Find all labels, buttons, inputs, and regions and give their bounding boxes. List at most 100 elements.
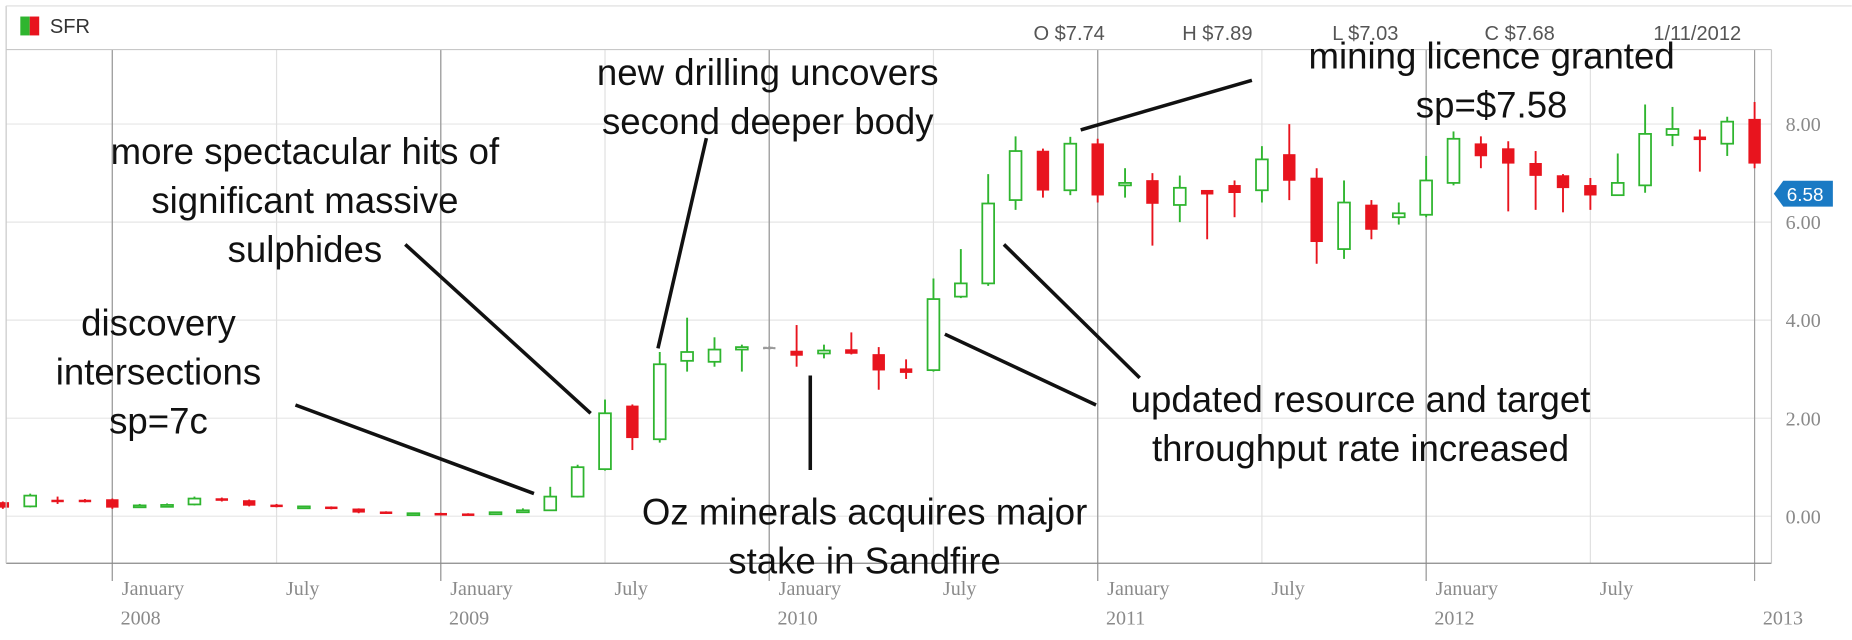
candle-body: [1365, 204, 1378, 230]
candle-body: [297, 505, 311, 510]
candle-body: [570, 466, 585, 498]
candle-body: [1228, 185, 1241, 194]
candle-body: [626, 405, 639, 439]
y-tick-label: 8.00: [1786, 114, 1821, 136]
candle-body: [1556, 175, 1570, 189]
legend-icon-down: [29, 16, 40, 36]
candle-body: [1529, 163, 1542, 176]
candle-body: [215, 498, 229, 501]
candle-body: [1665, 128, 1680, 136]
last-price-tag: [1773, 180, 1833, 207]
x-year-label: 2012: [1434, 608, 1474, 630]
candle-body: [1283, 154, 1296, 181]
candle-body: [1255, 158, 1269, 192]
annotation-text: sp=$7.58: [1416, 84, 1568, 125]
candle-body: [1118, 182, 1132, 187]
candle-body: [488, 511, 503, 516]
candle-body: [51, 499, 64, 503]
high-readout: H $7.89: [1182, 23, 1252, 45]
x-tick-label: July: [286, 578, 319, 600]
annotation-text: significant massive: [151, 180, 458, 221]
low-readout: L $7.03: [1332, 23, 1398, 45]
candle-body: [899, 368, 913, 373]
leader-line: [404, 243, 592, 415]
candle-body: [1036, 150, 1050, 191]
candle-body: [1063, 142, 1078, 192]
candle-body: [543, 495, 558, 512]
leader-line: [1002, 243, 1141, 380]
candle-body: [1446, 137, 1461, 184]
candle-body: [1146, 180, 1159, 204]
x-year-label: 2011: [1106, 608, 1145, 630]
open-readout: O $7.74: [1033, 23, 1104, 45]
candle-body: [1419, 179, 1433, 216]
annotation-text: sp=7c: [109, 400, 208, 441]
labels: 0.00 2.00 4.00 6.00 8.00 January July January Ju…: [56, 35, 1833, 630]
candle-body: [1693, 136, 1707, 141]
candle-body: [242, 500, 256, 506]
candle-body: [1748, 118, 1761, 164]
candle-body: [132, 504, 147, 509]
candle-body: [1337, 201, 1351, 250]
candle-body: [325, 506, 338, 510]
y-tick-label: 0.00: [1786, 506, 1821, 528]
candle-body: [461, 513, 475, 516]
candle-body: [735, 346, 749, 351]
candle-body: [845, 349, 858, 354]
candle-body: [1610, 182, 1625, 197]
candle-body: [652, 363, 667, 441]
candle-body: [926, 298, 941, 372]
candles: [0, 102, 1761, 517]
legend-label: SFR: [50, 16, 90, 38]
x-year-label: 2010: [778, 608, 818, 630]
annotation-text: discovery: [81, 302, 236, 343]
x-tick-label: July: [943, 578, 976, 600]
candle-body: [1502, 148, 1515, 164]
candle-body: [1638, 133, 1652, 187]
x-year-label: 2013: [1763, 608, 1803, 630]
y-tick-label: 6.00: [1786, 212, 1821, 234]
candle-body: [598, 412, 612, 471]
candle-body: [516, 509, 530, 514]
candle-body: [1173, 186, 1187, 206]
last-price-label: 6.58: [1787, 185, 1824, 206]
annotation-text: more spectacular hits of: [111, 131, 500, 172]
candle-body: [1584, 185, 1597, 196]
x-tick-label: July: [1600, 578, 1633, 600]
x-tick-label: July: [614, 578, 647, 600]
annotation-text: Oz minerals acquires major: [642, 491, 1087, 532]
x-tick-label: January: [450, 578, 512, 600]
x-tick-label: January: [122, 578, 184, 600]
candle-body: [352, 508, 365, 513]
annotation-text: stake in Sandfire: [728, 540, 1001, 581]
candle-body: [406, 512, 421, 517]
candle-body: [954, 282, 968, 298]
legend-icon-up: [20, 16, 30, 36]
candle-body: [1310, 177, 1323, 243]
candle-body: [707, 348, 722, 363]
x-tick-label: January: [1107, 578, 1169, 600]
candle-body: [78, 499, 92, 503]
candle-body: [817, 349, 831, 355]
candle-body: [1474, 143, 1488, 157]
candle-body: [23, 494, 38, 508]
candle-body: [872, 354, 885, 371]
candle-body: [1008, 150, 1023, 201]
annotation-text: updated resource and target: [1131, 379, 1591, 420]
candle-body: [981, 202, 995, 285]
annotation-text: mining licence granted: [1309, 35, 1675, 76]
x-year-label: 2008: [121, 608, 161, 630]
annotation-text: new drilling uncovers: [597, 52, 939, 93]
candle-body: [160, 504, 174, 508]
candle-body: [1200, 189, 1214, 195]
candle-body: [680, 351, 694, 362]
close-readout: C $7.68: [1485, 23, 1555, 45]
x-tick-label: January: [779, 578, 841, 600]
annotation-text: sulphides: [228, 229, 383, 270]
leader-line: [1080, 78, 1253, 132]
candle-body: [106, 499, 119, 508]
candle-body: [790, 350, 803, 356]
annotation-text: throughput rate increased: [1152, 428, 1569, 469]
y-tick-label: 4.00: [1786, 310, 1821, 332]
